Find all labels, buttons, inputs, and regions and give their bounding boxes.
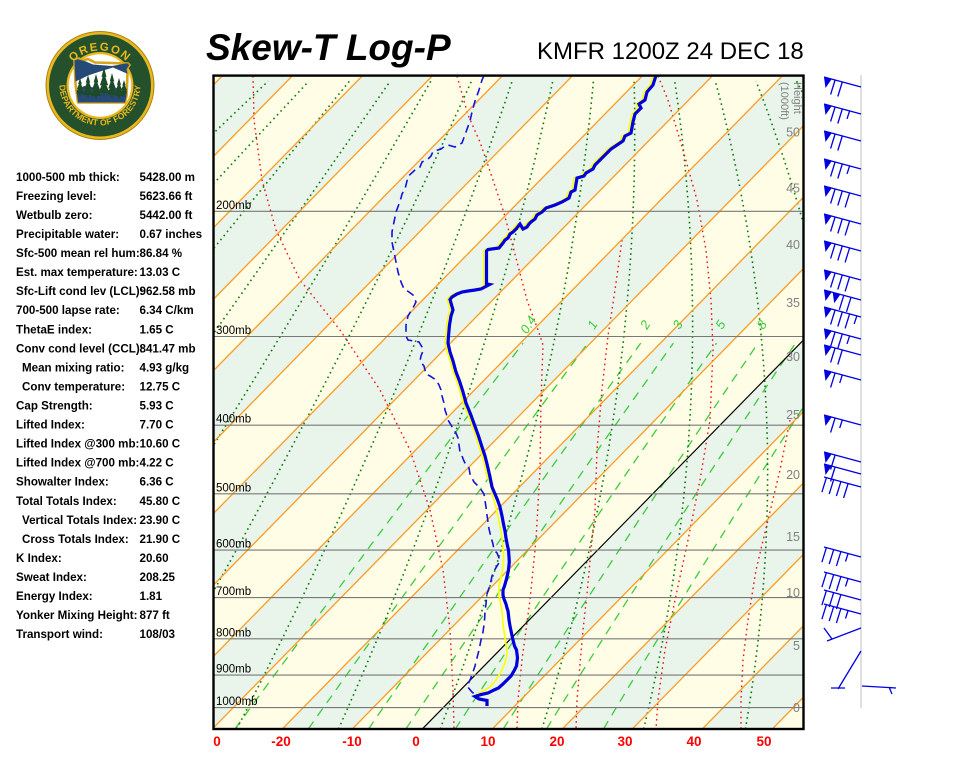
svg-text:0.67 inches: 0.67 inches (140, 228, 203, 241)
svg-text:0: 0 (412, 734, 420, 749)
svg-text:25: 25 (786, 408, 800, 422)
svg-text:900mb: 900mb (216, 664, 251, 676)
svg-text:0: 0 (213, 734, 221, 749)
svg-text:15: 15 (786, 530, 800, 544)
svg-text:10: 10 (480, 734, 495, 749)
svg-text:30: 30 (786, 350, 800, 364)
svg-text:Sfc-500 mean rel hum:: Sfc-500 mean rel hum: (16, 247, 140, 260)
svg-text:10.60 C: 10.60 C (140, 438, 181, 451)
svg-text:108/03: 108/03 (140, 628, 176, 641)
svg-text:Precipitable water:: Precipitable water: (16, 228, 119, 241)
svg-text:700mb: 700mb (216, 586, 251, 598)
svg-text:Skew-T Log-P: Skew-T Log-P (206, 27, 451, 68)
svg-text:Sweat Index:: Sweat Index: (16, 571, 87, 584)
svg-text:(1000ft): (1000ft) (778, 82, 790, 120)
svg-text:5.93 C: 5.93 C (140, 400, 175, 413)
svg-text:86.84 %: 86.84 % (140, 247, 183, 260)
svg-text:841.47 mb: 841.47 mb (140, 342, 196, 355)
svg-text:200mb: 200mb (216, 200, 251, 212)
svg-text:Showalter Index:: Showalter Index: (16, 476, 109, 489)
svg-text:700-500 lapse rate:: 700-500 lapse rate: (16, 304, 120, 317)
svg-text:30: 30 (617, 734, 632, 749)
svg-text:K Index:: K Index: (16, 552, 62, 565)
svg-text:Lifted Index:: Lifted Index: (16, 419, 85, 432)
svg-text:50: 50 (756, 734, 771, 749)
svg-text:5623.66 ft: 5623.66 ft (140, 190, 193, 203)
svg-text:6.36 C: 6.36 C (140, 476, 175, 489)
svg-text:ThetaE index:: ThetaE index: (16, 323, 92, 336)
svg-text:7.70 C: 7.70 C (140, 419, 175, 432)
svg-text:1000-500 mb thick:: 1000-500 mb thick: (16, 171, 120, 184)
svg-text:Lifted Index @300 mb:: Lifted Index @300 mb: (16, 438, 139, 451)
svg-text:21.90 C: 21.90 C (140, 533, 181, 546)
svg-text:KMFR 1200Z 24 DEC 18: KMFR 1200Z 24 DEC 18 (537, 38, 804, 65)
svg-text:45.80 C: 45.80 C (140, 495, 181, 508)
svg-text:208.25: 208.25 (140, 571, 176, 584)
svg-text:877 ft: 877 ft (140, 609, 170, 622)
svg-text:45: 45 (786, 182, 800, 196)
svg-text:Lifted Index @700 mb:: Lifted Index @700 mb: (16, 457, 139, 470)
svg-text:Wetbulb zero:: Wetbulb zero: (16, 209, 92, 222)
svg-text:Yonker Mixing Height:: Yonker Mixing Height: (16, 609, 138, 622)
svg-text:800mb: 800mb (216, 627, 251, 639)
svg-text:35: 35 (786, 296, 800, 310)
svg-text:962.58 mb: 962.58 mb (140, 285, 196, 298)
svg-text:5442.00 ft: 5442.00 ft (140, 209, 193, 222)
svg-text:500mb: 500mb (216, 482, 251, 494)
svg-text:20: 20 (786, 468, 800, 482)
svg-text:20.60: 20.60 (140, 552, 169, 565)
svg-text:20: 20 (549, 734, 564, 749)
svg-text:400mb: 400mb (216, 414, 251, 426)
svg-text:13.03 C: 13.03 C (140, 266, 181, 279)
svg-text:-10: -10 (342, 734, 362, 749)
svg-text:Conv temperature:: Conv temperature: (22, 381, 125, 394)
svg-text:50: 50 (786, 126, 800, 140)
svg-text:Height: Height (791, 82, 803, 114)
svg-text:600mb: 600mb (216, 539, 251, 551)
svg-text:Cap Strength:: Cap Strength: (16, 400, 93, 413)
svg-text:Freezing level:: Freezing level: (16, 190, 97, 203)
svg-text:4.93 g/kg: 4.93 g/kg (140, 361, 190, 374)
svg-text:Conv cond level (CCL):: Conv cond level (CCL): (16, 342, 144, 355)
svg-text:1000mb: 1000mb (216, 696, 258, 708)
svg-text:Total Totals Index:: Total Totals Index: (16, 495, 117, 508)
svg-text:0: 0 (793, 701, 800, 715)
svg-text:5: 5 (793, 639, 800, 653)
svg-text:5428.00 m: 5428.00 m (140, 171, 195, 184)
svg-text:Sfc-Lift cond lev (LCL):: Sfc-Lift cond lev (LCL): (16, 285, 144, 298)
svg-text:Est. max temperature:: Est. max temperature: (16, 266, 138, 279)
svg-text:-20: -20 (271, 734, 291, 749)
svg-text:300mb: 300mb (216, 325, 251, 337)
svg-text:6.34 C/km: 6.34 C/km (140, 304, 194, 317)
svg-text:Vertical Totals Index:: Vertical Totals Index: (22, 514, 137, 527)
svg-text:40: 40 (686, 734, 701, 749)
svg-text:4.22 C: 4.22 C (140, 457, 175, 470)
svg-text:Cross Totals Index:: Cross Totals Index: (22, 533, 129, 546)
svg-text:10: 10 (786, 586, 800, 600)
svg-text:40: 40 (786, 238, 800, 252)
svg-text:1.65 C: 1.65 C (140, 323, 175, 336)
svg-text:12.75 C: 12.75 C (140, 381, 181, 394)
svg-text:Mean mixing ratio:: Mean mixing ratio: (22, 361, 124, 374)
svg-text:Energy Index:: Energy Index: (16, 590, 93, 603)
svg-text:23.90 C: 23.90 C (140, 514, 181, 527)
svg-text:Transport wind:: Transport wind: (16, 628, 103, 641)
svg-text:1.81: 1.81 (140, 590, 163, 603)
